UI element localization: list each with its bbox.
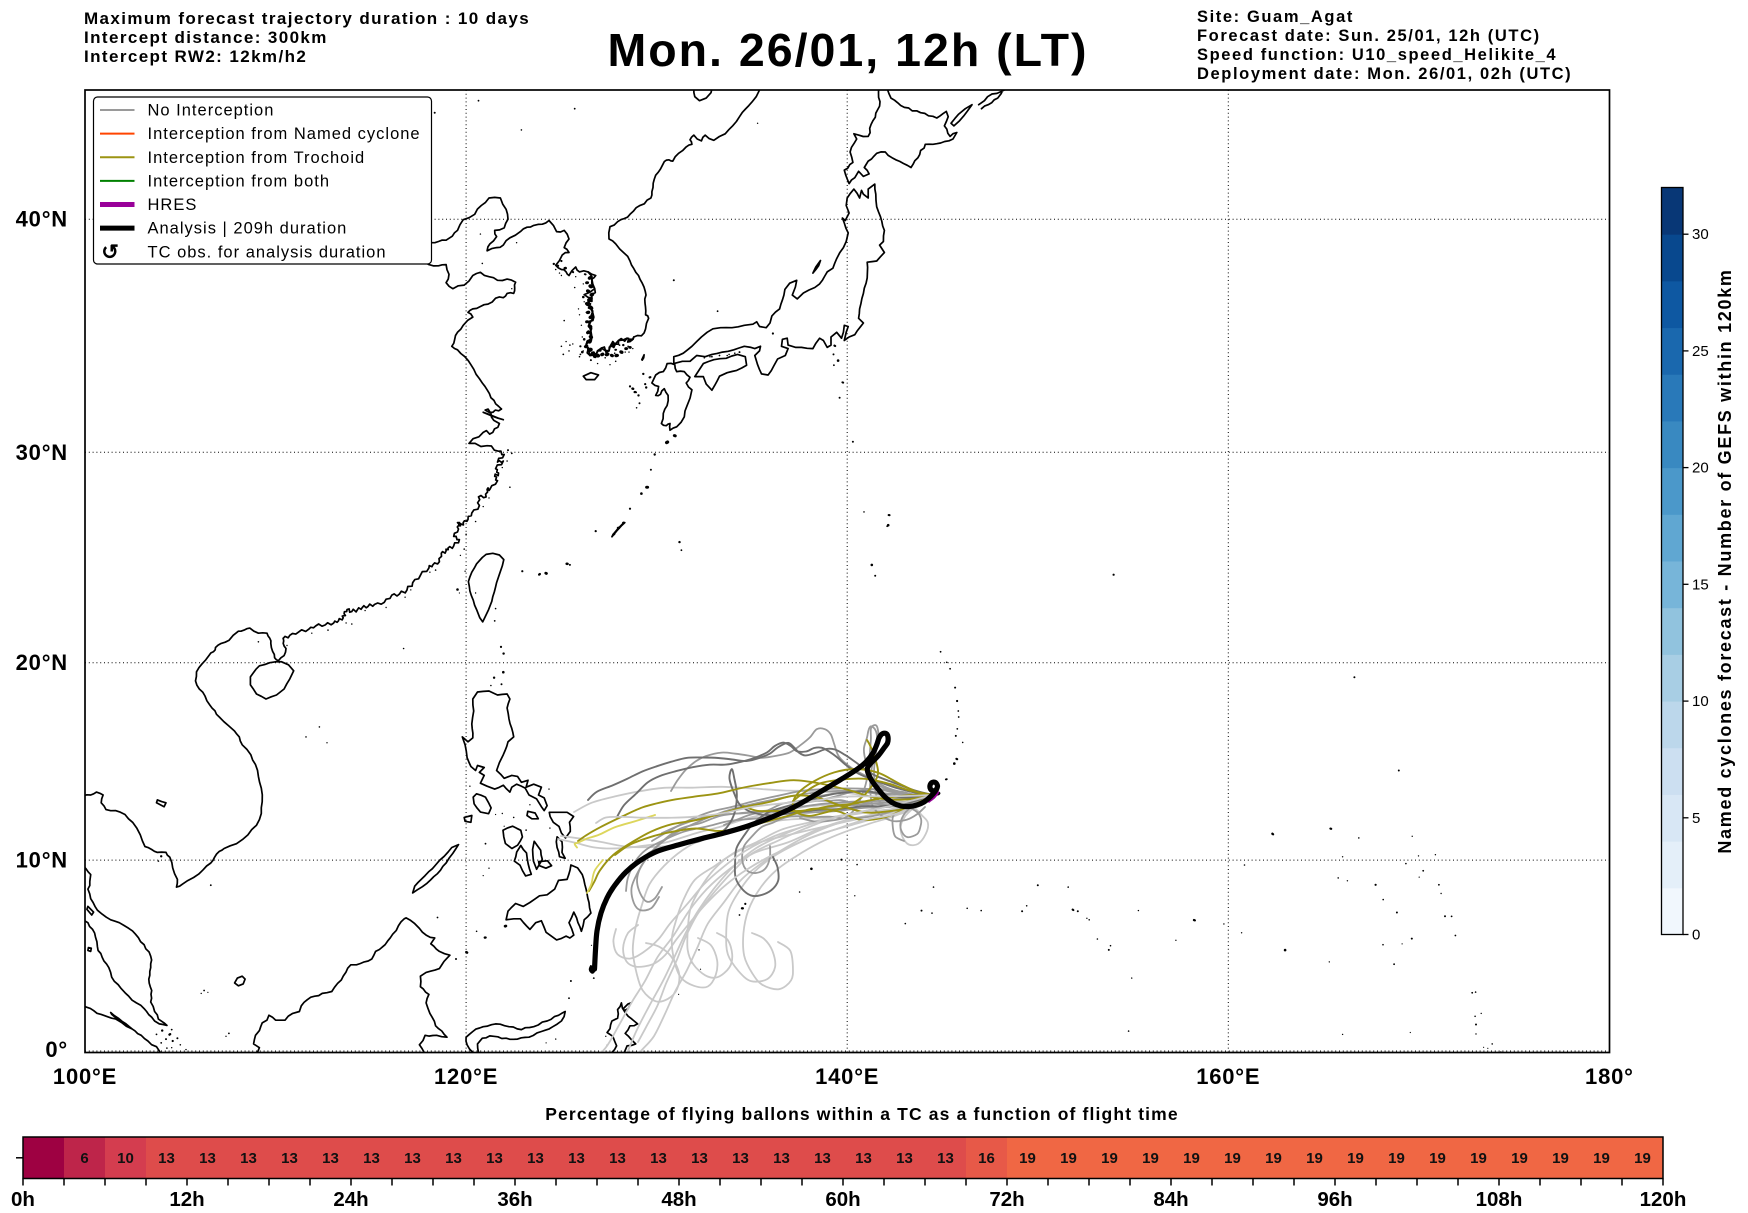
svg-text:Analysis | 209h duration: Analysis | 209h duration <box>148 220 348 238</box>
svg-text:72h: 72h <box>989 1188 1024 1211</box>
svg-text:13: 13 <box>199 1150 216 1167</box>
svg-text:13: 13 <box>609 1150 626 1167</box>
svg-text:120°E: 120°E <box>434 1064 498 1089</box>
svg-text:13: 13 <box>240 1150 257 1167</box>
svg-text:13: 13 <box>896 1150 913 1167</box>
svg-text:40°N: 40°N <box>16 207 68 232</box>
svg-text:No Interception: No Interception <box>148 102 275 120</box>
svg-text:19: 19 <box>1470 1150 1487 1167</box>
svg-text:Maximum forecast trajectory du: Maximum forecast trajectory duration : 1… <box>84 9 530 28</box>
svg-text:84h: 84h <box>1153 1188 1188 1211</box>
svg-text:20°N: 20°N <box>16 650 68 675</box>
svg-text:180°: 180° <box>1585 1064 1634 1089</box>
svg-text:108h: 108h <box>1476 1188 1523 1211</box>
svg-text:13: 13 <box>486 1150 503 1167</box>
svg-text:Intercept distance: 300km: Intercept distance: 300km <box>84 28 328 47</box>
svg-text:13: 13 <box>732 1150 749 1167</box>
svg-text:19: 19 <box>1183 1150 1200 1167</box>
svg-text:Interception from Trochoid: Interception from Trochoid <box>148 149 366 167</box>
svg-text:19: 19 <box>1552 1150 1569 1167</box>
svg-text:Percentage of flying ballons w: Percentage of flying ballons within a TC… <box>545 1104 1179 1124</box>
svg-text:13: 13 <box>445 1150 462 1167</box>
svg-text:30°N: 30°N <box>16 440 68 465</box>
svg-text:Mon. 26/01, 12h (LT): Mon. 26/01, 12h (LT) <box>608 24 1089 76</box>
svg-text:10: 10 <box>1692 693 1709 710</box>
svg-text:19: 19 <box>1224 1150 1241 1167</box>
svg-text:160°E: 160°E <box>1196 1064 1260 1089</box>
svg-text:19: 19 <box>1429 1150 1446 1167</box>
svg-text:13: 13 <box>814 1150 831 1167</box>
svg-text:48h: 48h <box>661 1188 696 1211</box>
svg-text:19: 19 <box>1265 1150 1282 1167</box>
svg-text:19: 19 <box>1388 1150 1405 1167</box>
svg-text:10: 10 <box>117 1150 134 1167</box>
svg-text:19: 19 <box>1019 1150 1036 1167</box>
svg-text:Site: Guam_Agat: Site: Guam_Agat <box>1197 8 1354 26</box>
svg-text:13: 13 <box>855 1150 872 1167</box>
svg-text:19: 19 <box>1347 1150 1364 1167</box>
svg-text:10°N: 10°N <box>16 848 68 873</box>
svg-text:19: 19 <box>1306 1150 1323 1167</box>
svg-text:0h: 0h <box>11 1188 35 1211</box>
svg-text:13: 13 <box>773 1150 790 1167</box>
svg-text:120h: 120h <box>1640 1188 1687 1211</box>
svg-text:15: 15 <box>1692 576 1709 593</box>
svg-text:Interception from Named cyclon: Interception from Named cyclone <box>148 125 421 143</box>
svg-text:Interception from both: Interception from both <box>148 172 331 190</box>
svg-text:96h: 96h <box>1317 1188 1352 1211</box>
svg-text:19: 19 <box>1060 1150 1077 1167</box>
svg-text:13: 13 <box>568 1150 585 1167</box>
svg-text:24h: 24h <box>333 1188 368 1211</box>
svg-text:19: 19 <box>1634 1150 1651 1167</box>
svg-text:13: 13 <box>158 1150 175 1167</box>
svg-text:Intercept RW2: 12km/h2: Intercept RW2: 12km/h2 <box>84 47 307 66</box>
svg-text:12h: 12h <box>169 1188 204 1211</box>
svg-text:13: 13 <box>322 1150 339 1167</box>
svg-text:19: 19 <box>1142 1150 1159 1167</box>
svg-text:19: 19 <box>1101 1150 1118 1167</box>
svg-text:13: 13 <box>650 1150 667 1167</box>
svg-text:TC obs. for analysis duration: TC obs. for analysis duration <box>148 243 387 261</box>
svg-text:140°E: 140°E <box>815 1064 879 1089</box>
svg-text:13: 13 <box>937 1150 954 1167</box>
svg-text:16: 16 <box>978 1150 995 1167</box>
svg-text:Deployment date: Mon. 26/01, 0: Deployment date: Mon. 26/01, 02h (UTC) <box>1197 65 1572 83</box>
svg-text:20: 20 <box>1692 460 1709 477</box>
svg-text:60h: 60h <box>825 1188 860 1211</box>
svg-text:↺: ↺ <box>101 241 119 264</box>
svg-text:13: 13 <box>691 1150 708 1167</box>
svg-text:13: 13 <box>404 1150 421 1167</box>
svg-text:13: 13 <box>363 1150 380 1167</box>
svg-text:Speed function: U10_speed_Heli: Speed function: U10_speed_Helikite_4 <box>1197 46 1557 64</box>
svg-text:6: 6 <box>80 1150 88 1167</box>
svg-text:Forecast date: Sun. 25/01, 12h: Forecast date: Sun. 25/01, 12h (UTC) <box>1197 27 1541 45</box>
svg-text:19: 19 <box>1593 1150 1610 1167</box>
svg-text:HRES: HRES <box>148 196 198 214</box>
svg-text:30: 30 <box>1692 226 1709 243</box>
svg-text:0: 0 <box>1692 927 1700 944</box>
svg-text:36h: 36h <box>497 1188 532 1211</box>
svg-text:13: 13 <box>527 1150 544 1167</box>
svg-text:5: 5 <box>1692 810 1700 827</box>
svg-text:25: 25 <box>1692 343 1709 360</box>
svg-text:Named cyclones forecast - Numb: Named cyclones forecast - Number of GEFS… <box>1715 268 1735 853</box>
svg-text:100°E: 100°E <box>53 1064 117 1089</box>
svg-text:0°: 0° <box>45 1037 68 1062</box>
svg-text:13: 13 <box>281 1150 298 1167</box>
svg-text:19: 19 <box>1511 1150 1528 1167</box>
